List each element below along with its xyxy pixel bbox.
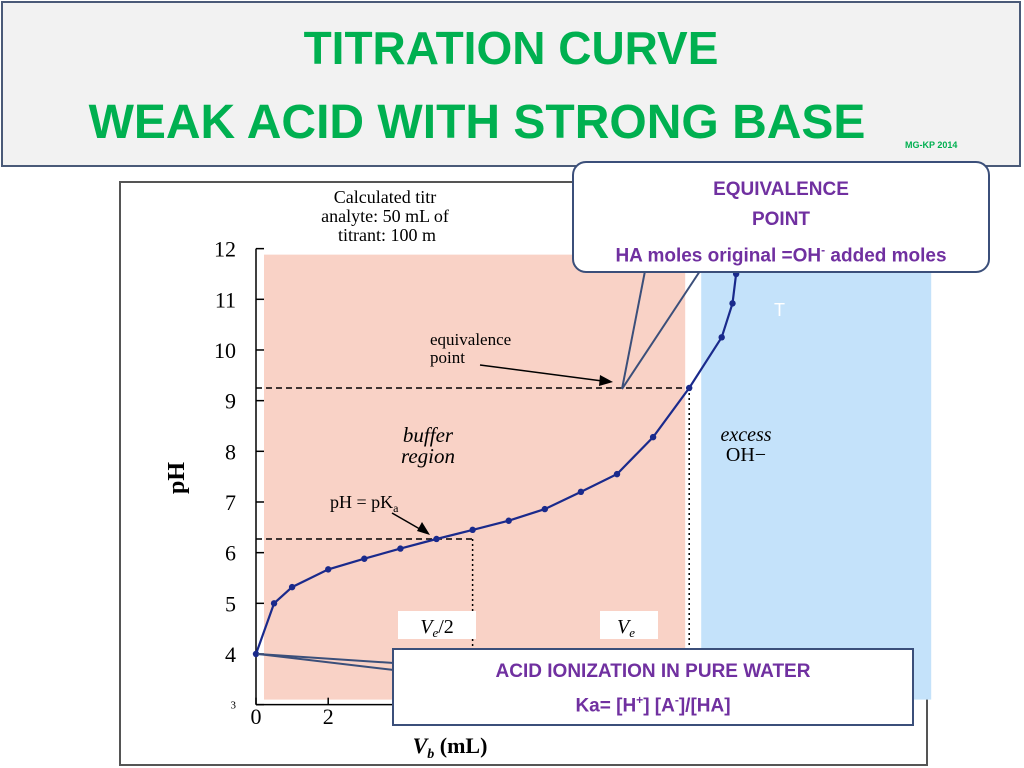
data-point <box>686 384 693 392</box>
slide-title-line1: TITRATION CURVE <box>303 22 719 74</box>
data-point <box>649 433 657 441</box>
chart-title-line1: Calculated titr <box>334 187 436 207</box>
y-tick-label: 8 <box>225 439 236 464</box>
x-axis-label: Vb (mL) <box>413 733 488 762</box>
equivalence-callout-line1: EQUIVALENCE <box>713 179 849 200</box>
data-point <box>469 526 476 534</box>
y-tick-label: 5 <box>225 591 236 616</box>
data-point <box>270 600 278 607</box>
equivalence-arrow <box>479 364 611 383</box>
ve-label: Ve <box>617 616 635 640</box>
buffer-label-line2: region <box>401 444 455 468</box>
ionization-callout: ACID IONIZATION IN PURE WATER Ka= [H+] [… <box>392 648 914 726</box>
buffer-label-line1: buffer <box>403 423 454 447</box>
titration-curve <box>254 248 739 655</box>
slide-title-line2: WEAK ACID WITH STRONG BASE <box>88 96 866 149</box>
equivalence-arrowhead <box>599 375 613 386</box>
data-point <box>541 505 548 513</box>
excess-region <box>701 254 932 700</box>
y-tick-label: 12 <box>214 237 236 262</box>
chart-title-line2: analyte: 50 mL of <box>321 206 449 226</box>
equivalence-label-line2: point <box>430 348 465 367</box>
data-point <box>613 470 621 478</box>
y-tick-label: 6 <box>225 541 236 566</box>
excess-label-line1: excess <box>720 424 771 446</box>
data-point <box>252 650 260 658</box>
half-ve-label: Ve/2 <box>420 616 454 640</box>
ionization-callout-line1: ACID IONIZATION IN PURE WATER <box>495 661 811 682</box>
y-tick-label: 9 <box>225 389 236 414</box>
y-tick-label: 7 <box>225 490 236 515</box>
excess-label-line2: OH− <box>726 444 766 466</box>
equivalence-pointer-1 <box>621 270 646 390</box>
ionization-pointer-1 <box>257 653 395 664</box>
data-point <box>729 300 736 307</box>
ionization-callout-line2: Ka= [H+] [A-]/[HA] <box>575 693 731 717</box>
chart-title-line3: titrant: 100 m <box>338 225 436 245</box>
pka-label: pH = pKa <box>330 492 399 515</box>
data-point <box>505 517 512 524</box>
data-point <box>718 334 725 341</box>
data-point <box>433 535 440 543</box>
equivalence-callout-line2: POINT <box>751 209 811 230</box>
data-point <box>577 488 585 496</box>
y-tick-label: 3 <box>231 700 237 712</box>
equivalence-pointer-2 <box>621 270 701 390</box>
equivalence-callout-line3: HA moles original =OH- added moles <box>615 243 947 267</box>
equivalence-callout: EQUIVALENCE POINT HA moles original =OH-… <box>572 161 990 273</box>
y-tick-label: 10 <box>214 338 236 363</box>
y-tick-label: 4 <box>225 642 236 667</box>
x-tick-label: 2 <box>323 704 334 729</box>
ionization-pointer-2 <box>257 653 395 671</box>
y-tick-label: 11 <box>215 287 236 312</box>
pka-arrowhead <box>417 522 430 535</box>
equivalence-label-line1: equivalence <box>430 330 511 349</box>
half-ve-label-box <box>398 611 476 639</box>
slide-credit: MG-KP 2014 <box>905 140 958 150</box>
data-point <box>361 555 368 562</box>
y-ticks: 3 4 5 6 7 8 9 10 11 12 <box>214 237 264 712</box>
data-point <box>288 583 296 591</box>
stray-text: T <box>774 300 785 320</box>
data-point <box>397 545 404 552</box>
title-banner: TITRATION CURVE WEAK ACID WITH STRONG BA… <box>1 1 1021 167</box>
x-tick-label: 0 <box>251 704 262 729</box>
ve-label-box <box>600 611 658 639</box>
y-axis-label: pH <box>164 462 190 494</box>
data-point <box>325 566 332 573</box>
